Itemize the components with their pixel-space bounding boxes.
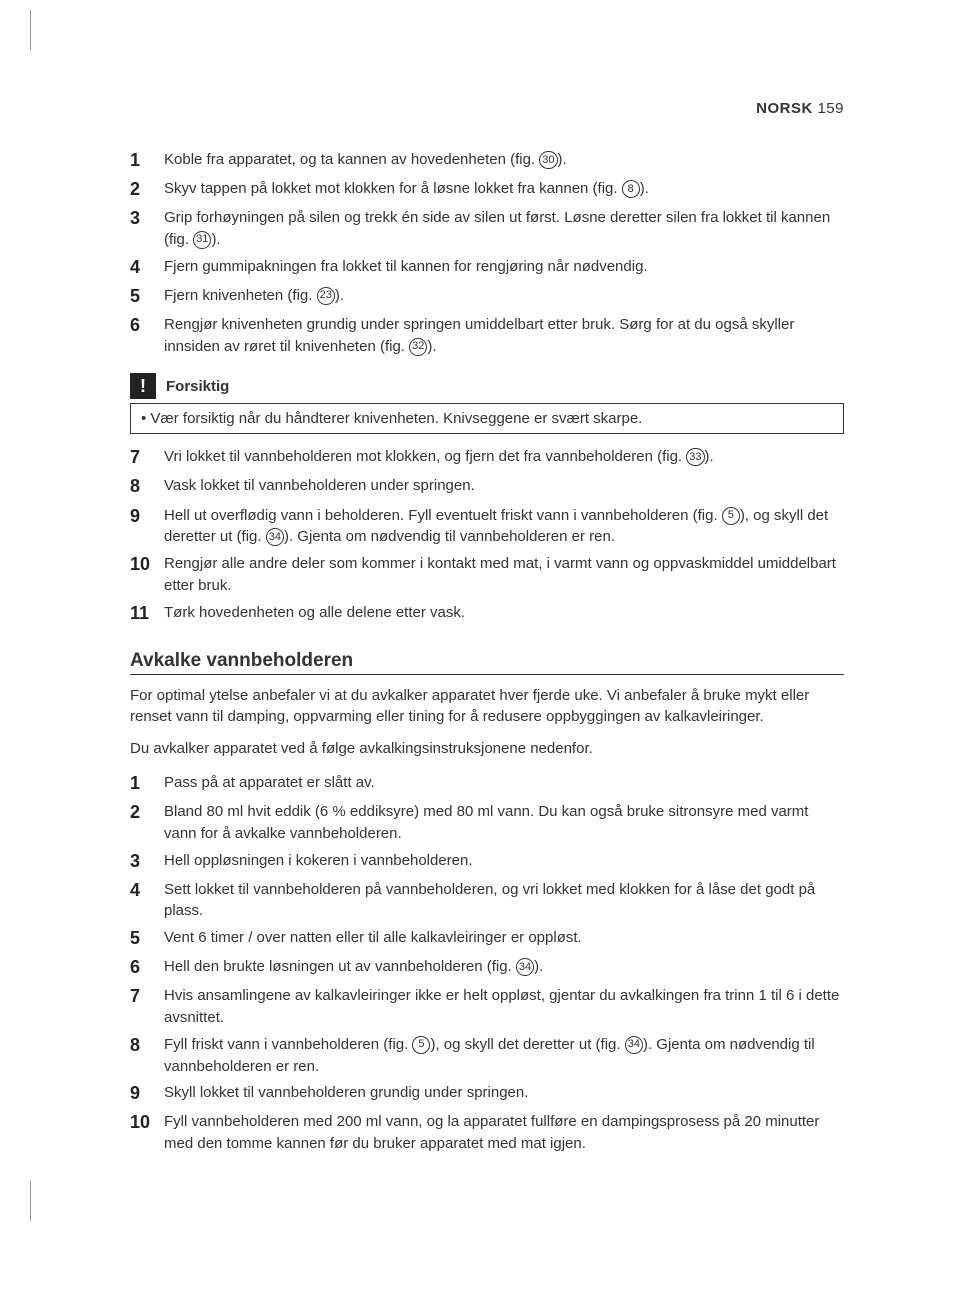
step-number: 9: [130, 1080, 164, 1106]
instruction-step: 6Hell den brukte løsningen ut av vannbeh…: [130, 954, 844, 980]
step-text: Bland 80 ml hvit eddik (6 % eddiksyre) m…: [164, 799, 844, 845]
step-number: 10: [130, 551, 164, 577]
caution-title: Forsiktig: [166, 378, 229, 395]
caution-box: Vær forsiktig når du håndterer knivenhet…: [130, 403, 844, 434]
instruction-step: 9Hell ut overflødig vann i beholderen. F…: [130, 503, 844, 549]
step-number: 6: [130, 954, 164, 980]
step-number: 4: [130, 254, 164, 280]
instruction-step: 4Fjern gummipakningen fra lokket til kan…: [130, 254, 844, 280]
instruction-step: 10Rengjør alle andre deler som kommer i …: [130, 551, 844, 597]
instruction-step: 4Sett lokket til vannbeholderen på vannb…: [130, 877, 844, 923]
step-text: Fjern gummipakningen fra lokket til kann…: [164, 254, 844, 278]
figure-reference: 31: [193, 231, 211, 249]
step-number: 9: [130, 503, 164, 529]
step-number: 10: [130, 1109, 164, 1135]
instruction-step: 1Koble fra apparatet, og ta kannen av ho…: [130, 147, 844, 173]
step-text: Hell oppløsningen i kokeren i vannbehold…: [164, 848, 844, 872]
instruction-step: 1Pass på at apparatet er slått av.: [130, 770, 844, 796]
step-number: 3: [130, 205, 164, 231]
instruction-list-descale: 1Pass på at apparatet er slått av.2Bland…: [130, 770, 844, 1155]
instruction-step: 11Tørk hovedenheten og alle delene etter…: [130, 600, 844, 626]
step-text: Vent 6 timer / over natten eller til all…: [164, 925, 844, 949]
caution-icon: !: [130, 373, 156, 399]
step-number: 8: [130, 473, 164, 499]
caution-item: Vær forsiktig når du håndterer knivenhet…: [141, 410, 833, 427]
section-rule: [130, 674, 844, 675]
language-label: NORSK: [756, 100, 813, 117]
step-text: Hvis ansamlingene av kalkavleiringer ikk…: [164, 983, 844, 1029]
instruction-step: 10Fyll vannbeholderen med 200 ml vann, o…: [130, 1109, 844, 1155]
instruction-list-cleaning-a: 1Koble fra apparatet, og ta kannen av ho…: [130, 147, 844, 357]
manual-page: NORSK 159 1Koble fra apparatet, og ta ka…: [0, 0, 954, 1231]
instruction-step: 9Skyll lokket til vannbeholderen grundig…: [130, 1080, 844, 1106]
figure-reference: 34: [266, 528, 284, 546]
instruction-step: 6Rengjør knivenheten grundig under sprin…: [130, 312, 844, 358]
section-intro-1: For optimal ytelse anbefaler vi at du av…: [130, 685, 844, 729]
step-text: Skyv tappen på lokket mot klokken for å …: [164, 176, 844, 200]
step-number: 8: [130, 1032, 164, 1058]
step-text: Fjern knivenheten (fig. 23).: [164, 283, 844, 307]
section-intro-2: Du avkalker apparatet ved å følge avkalk…: [130, 738, 844, 760]
step-text: Pass på at apparatet er slått av.: [164, 770, 844, 794]
instruction-step: 8Fyll friskt vann i vannbeholderen (fig.…: [130, 1032, 844, 1078]
figure-reference: 5: [412, 1036, 430, 1054]
instruction-step: 3Grip forhøyningen på silen og trekk én …: [130, 205, 844, 251]
step-text: Rengjør knivenheten grundig under spring…: [164, 312, 844, 358]
crop-mark-icon: [10, 10, 50, 50]
figure-reference: 30: [539, 151, 557, 169]
figure-reference: 5: [722, 507, 740, 525]
step-text: Tørk hovedenheten og alle delene etter v…: [164, 600, 844, 624]
instruction-step: 7Hvis ansamlingene av kalkavleiringer ik…: [130, 983, 844, 1029]
step-number: 2: [130, 176, 164, 202]
page-number: 159: [817, 100, 844, 117]
step-number: 7: [130, 444, 164, 470]
instruction-step: 5Vent 6 timer / over natten eller til al…: [130, 925, 844, 951]
step-text: Skyll lokket til vannbeholderen grundig …: [164, 1080, 844, 1104]
instruction-step: 8Vask lokket til vannbeholderen under sp…: [130, 473, 844, 499]
figure-reference: 23: [317, 287, 335, 305]
step-number: 6: [130, 312, 164, 338]
figure-reference: 33: [686, 448, 704, 466]
instruction-list-cleaning-b: 7Vri lokket til vannbeholderen mot klokk…: [130, 444, 844, 625]
crop-mark-icon: [10, 1181, 50, 1221]
step-text: Rengjør alle andre deler som kommer i ko…: [164, 551, 844, 597]
step-number: 1: [130, 770, 164, 796]
step-number: 7: [130, 983, 164, 1009]
step-number: 5: [130, 925, 164, 951]
step-number: 4: [130, 877, 164, 903]
step-text: Koble fra apparatet, og ta kannen av hov…: [164, 147, 844, 171]
step-text: Fyll vannbeholderen med 200 ml vann, og …: [164, 1109, 844, 1155]
step-text: Grip forhøyningen på silen og trekk én s…: [164, 205, 844, 251]
step-number: 1: [130, 147, 164, 173]
instruction-step: 3Hell oppløsningen i kokeren i vannbehol…: [130, 848, 844, 874]
step-number: 3: [130, 848, 164, 874]
page-header: NORSK 159: [130, 100, 844, 117]
section-title-descale: Avkalke vannbeholderen: [130, 650, 844, 672]
step-text: Vask lokket til vannbeholderen under spr…: [164, 473, 844, 497]
step-text: Hell ut overflødig vann i beholderen. Fy…: [164, 503, 844, 549]
figure-reference: 34: [516, 958, 534, 976]
step-text: Hell den brukte løsningen ut av vannbeho…: [164, 954, 844, 978]
step-number: 5: [130, 283, 164, 309]
instruction-step: 5Fjern knivenheten (fig. 23).: [130, 283, 844, 309]
step-number: 2: [130, 799, 164, 825]
instruction-step: 2Skyv tappen på lokket mot klokken for å…: [130, 176, 844, 202]
figure-reference: 34: [625, 1036, 643, 1054]
step-text: Sett lokket til vannbeholderen på vannbe…: [164, 877, 844, 923]
instruction-step: 7Vri lokket til vannbeholderen mot klokk…: [130, 444, 844, 470]
step-text: Vri lokket til vannbeholderen mot klokke…: [164, 444, 844, 468]
figure-reference: 32: [409, 338, 427, 356]
figure-reference: 8: [622, 180, 640, 198]
caution-block: ! Forsiktig Vær forsiktig når du håndter…: [130, 373, 844, 434]
instruction-step: 2Bland 80 ml hvit eddik (6 % eddiksyre) …: [130, 799, 844, 845]
step-text: Fyll friskt vann i vannbeholderen (fig. …: [164, 1032, 844, 1078]
step-number: 11: [130, 600, 164, 626]
